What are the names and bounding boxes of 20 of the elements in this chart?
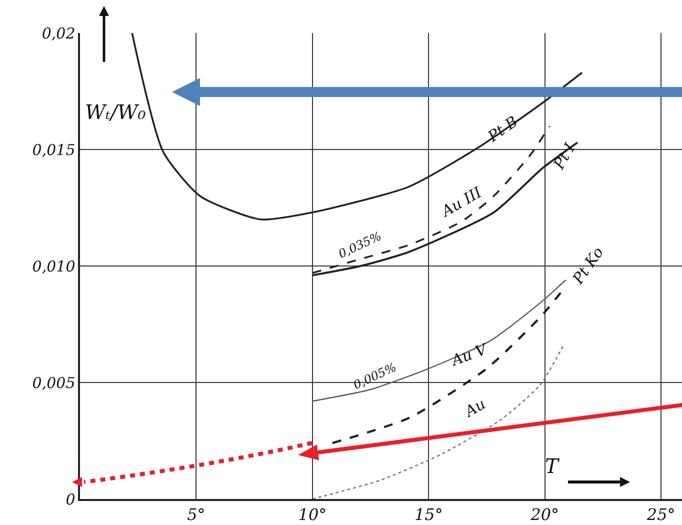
text: Au III bbox=[436, 182, 486, 222]
text: Pt B bbox=[484, 112, 522, 146]
x-tick-label: 15° bbox=[414, 504, 443, 524]
y-axis-title: Wₜ/W₀ bbox=[85, 100, 146, 124]
y-tick-label: 0,02 bbox=[42, 24, 76, 42]
x-tick-label: 20° bbox=[530, 504, 560, 524]
x-tick-label: 5° bbox=[187, 504, 206, 524]
text: Au V bbox=[447, 340, 492, 370]
line-series bbox=[312, 344, 564, 499]
x-tick-label: 10° bbox=[298, 504, 327, 524]
y-tick-label: 0,005 bbox=[32, 374, 76, 392]
x-tick-label: 25° bbox=[646, 504, 676, 524]
x-axis-title: T bbox=[545, 454, 560, 478]
text: Pt I bbox=[549, 139, 580, 174]
y-tick-label: 0 bbox=[66, 490, 76, 508]
text: Au bbox=[460, 394, 489, 422]
y-tick-label: 0,010 bbox=[32, 257, 76, 276]
line-series bbox=[312, 279, 566, 402]
text: Pt Ko bbox=[568, 244, 608, 288]
y-tick-label: 0,015 bbox=[32, 140, 76, 159]
